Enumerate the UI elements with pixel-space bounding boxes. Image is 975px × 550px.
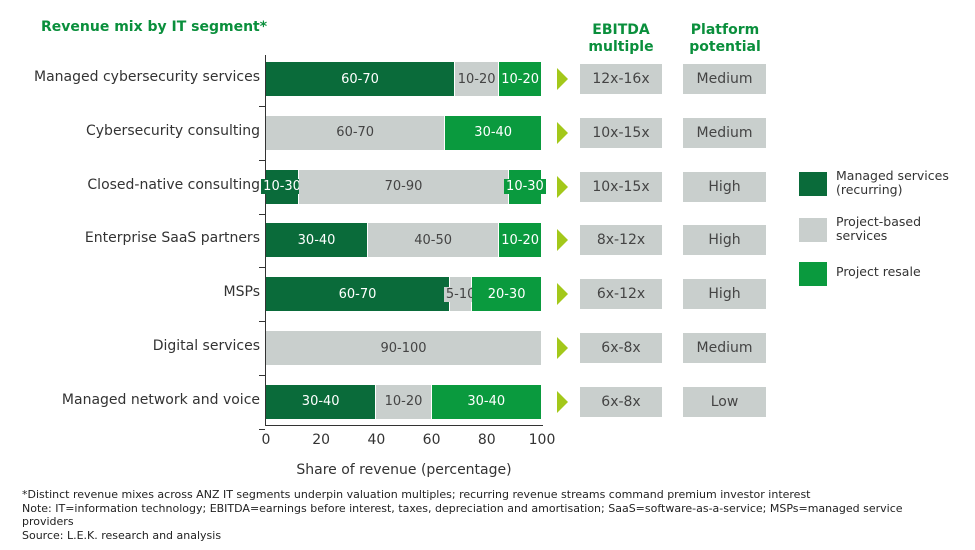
footnote: *Distinct revenue mixes across ANZ IT se…: [22, 488, 922, 542]
x-tick-label: 60: [422, 432, 441, 448]
data-label: 10-30: [261, 179, 303, 195]
platform-value: Medium: [683, 117, 766, 148]
x-tick-label: 20: [312, 432, 331, 448]
ebitda-value: 6x-8x: [580, 386, 662, 417]
category-label: Closed-native consulting: [87, 176, 260, 193]
arrow-icon: [557, 121, 568, 144]
x-axis-line: [265, 425, 543, 426]
bar-segment: 60-70: [266, 115, 446, 150]
ebitda-value: 10x-15x: [580, 117, 662, 148]
y-tick: [259, 321, 265, 323]
data-label: 30-40: [472, 125, 515, 141]
bar-segment: 10-30: [504, 169, 546, 204]
arrow-icon: [557, 337, 568, 359]
bar-segment: 60-70: [266, 62, 456, 96]
data-label: 10-20: [499, 71, 541, 87]
data-label: 30-40: [465, 394, 508, 410]
ebitda-value: 6x-12x: [580, 279, 662, 310]
x-tick-label: 0: [261, 432, 271, 448]
bar-segment: 5-10: [443, 277, 478, 312]
chart-title: Revenue mix by IT segment*: [41, 19, 268, 35]
bar-segment: 10-20: [499, 223, 542, 258]
y-tick: [259, 159, 265, 161]
y-tick: [259, 213, 265, 215]
platform-value: Medium: [683, 333, 766, 363]
footnote-line: *Distinct revenue mixes across ANZ IT se…: [22, 488, 811, 501]
data-label: 10-20: [455, 71, 498, 87]
data-label: 10-30: [504, 179, 546, 195]
category-label: MSPs: [223, 284, 260, 301]
ebitda-value: 12x-16x: [580, 64, 662, 94]
y-tick: [259, 267, 265, 269]
legend-swatch: [799, 262, 827, 286]
x-tick-label: 40: [367, 432, 386, 448]
bar-segment: 60-70: [266, 277, 451, 312]
legend-label: Project-based services: [836, 214, 922, 243]
bar-segment: 30-40: [431, 384, 542, 419]
arrow-icon: [557, 390, 568, 413]
data-label: 10-20: [382, 394, 425, 410]
platform-value: Low: [683, 386, 766, 417]
bar-segment: 30-40: [266, 223, 369, 258]
bar-segment: 10-20: [376, 384, 432, 419]
bar-segment: 40-50: [368, 223, 500, 258]
arrow-icon: [557, 175, 568, 198]
bar-segment: 70-90: [299, 169, 509, 204]
footnote-line: Source: L.E.K. research and analysis: [22, 528, 222, 542]
data-label: 70-90: [382, 179, 425, 195]
x-tick-label: 80: [477, 432, 496, 448]
x-axis-label: Share of revenue (percentage): [296, 462, 512, 478]
category-label: Enterprise SaaS partners: [84, 230, 260, 247]
data-label: 60-70: [336, 286, 379, 302]
arrow-icon: [557, 283, 568, 306]
y-tick: [259, 428, 265, 430]
platform-header: Platform potential: [689, 22, 761, 55]
legend-swatch: [799, 218, 827, 242]
arrow-icon: [557, 68, 568, 90]
data-label: 40-50: [412, 232, 455, 248]
ebitda-value: 8x-12x: [580, 225, 662, 256]
data-label: 20-30: [485, 286, 528, 302]
category-label: Cybersecurity consulting: [86, 122, 260, 139]
data-label: 60-70: [334, 125, 377, 141]
data-label: 10-20: [499, 232, 541, 248]
bar-segment: 90-100: [266, 331, 542, 365]
y-tick: [259, 375, 265, 376]
legend-swatch: [799, 172, 827, 196]
bar-segment: 30-40: [266, 384, 377, 419]
platform-value: High: [683, 225, 766, 256]
platform-value: High: [683, 171, 766, 202]
data-label: 60-70: [339, 71, 381, 87]
platform-value: Medium: [683, 64, 766, 94]
data-label: 30-40: [295, 232, 338, 248]
bar-segment: 10-20: [499, 62, 542, 96]
category-label: Digital services: [152, 338, 260, 354]
ebitda-value: 6x-8x: [580, 333, 662, 363]
data-label: 5-10: [443, 286, 478, 302]
platform-value: High: [683, 279, 766, 310]
bar-segment: 10-30: [261, 169, 303, 204]
data-label: 30-40: [299, 394, 342, 410]
x-tick-label: 100: [528, 432, 556, 448]
ebitda-value: 10x-15x: [580, 171, 662, 202]
footnote-line: Note: IT=information technology; EBITDA=…: [22, 501, 903, 529]
category-label: Managed cybersecurity services: [34, 69, 260, 85]
bar-segment: 30-40: [445, 115, 542, 150]
bar-segment: 10-20: [455, 62, 500, 96]
legend-label: Managed services (recurring): [836, 168, 949, 197]
bar-segment: 20-30: [472, 277, 542, 312]
y-tick: [259, 106, 265, 107]
y-axis-line: [265, 55, 266, 426]
ebitda-header: EBITDA multiple: [588, 22, 654, 55]
legend-label: Project resale: [836, 264, 921, 279]
category-label: Managed network and voice: [61, 391, 260, 408]
arrow-icon: [557, 229, 568, 252]
data-label: 90-100: [378, 340, 429, 356]
